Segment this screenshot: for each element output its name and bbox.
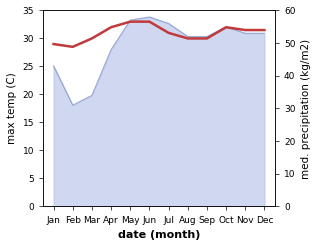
Y-axis label: med. precipitation (kg/m2): med. precipitation (kg/m2) <box>301 38 311 179</box>
X-axis label: date (month): date (month) <box>118 230 200 240</box>
Y-axis label: max temp (C): max temp (C) <box>7 73 17 144</box>
